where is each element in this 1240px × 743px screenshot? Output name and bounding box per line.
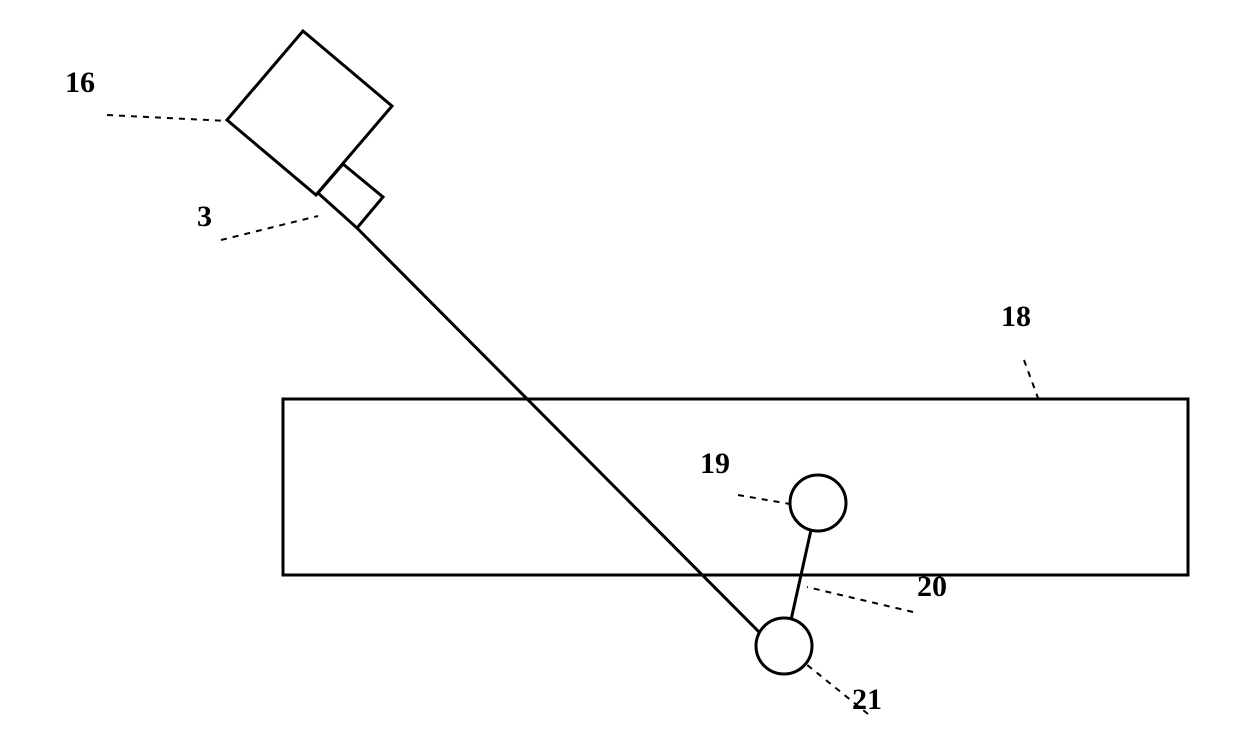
- leader-19: [738, 495, 790, 504]
- label-18: 18: [1001, 300, 1031, 334]
- leader-3: [221, 216, 318, 240]
- upper-circle: [790, 475, 846, 531]
- label-19: 19: [700, 447, 730, 481]
- label-20: 20: [917, 570, 947, 604]
- beam-line: [357, 228, 773, 646]
- label-21: 21: [852, 683, 882, 717]
- leader-18: [1024, 360, 1038, 398]
- leader-20: [807, 587, 913, 612]
- camera-body: [227, 31, 392, 195]
- lower-circle: [756, 618, 812, 674]
- slab-rect: [283, 399, 1188, 575]
- label-3: 3: [197, 200, 212, 234]
- leader-16: [107, 115, 228, 121]
- label-16: 16: [65, 66, 95, 100]
